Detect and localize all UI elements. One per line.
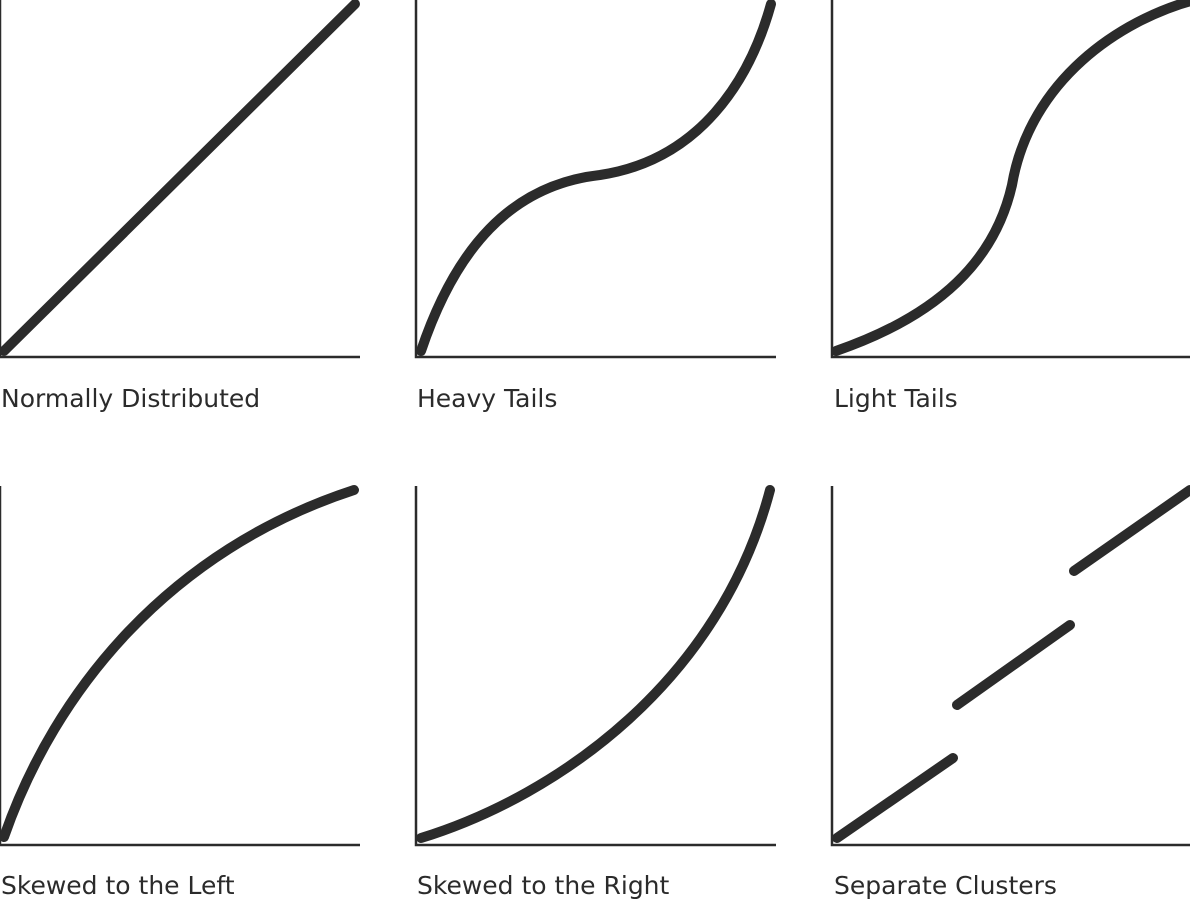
panel-6-segment-1 (832, 753, 958, 843)
panel-3-curve (831, 0, 1199, 356)
caption-light-tails: Light Tails (834, 384, 958, 413)
caption-skewed-to-the-right: Skewed to the Right (417, 871, 670, 900)
panel-separate-clusters (830, 485, 1195, 847)
panel-light-tails (830, 0, 1199, 359)
panel-4-axes (0, 486, 360, 847)
panel-2-axes (414, 0, 776, 359)
panel-normally-distributed (0, 0, 360, 359)
panel-skewed-left (0, 485, 360, 847)
panel-3-axes (830, 0, 1192, 359)
panel-6-segment-3 (1069, 485, 1195, 576)
panel-4-curve (0, 485, 359, 842)
right-edge-mask (1190, 0, 1204, 908)
panel-6-segment-2 (952, 620, 1075, 710)
caption-heavy-tails: Heavy Tails (417, 384, 558, 413)
panel-5-curve (416, 485, 775, 843)
caption-separate-clusters: Separate Clusters (834, 871, 1057, 900)
panel-skewed-right (414, 485, 776, 847)
caption-normally-distributed: Normally Distributed (1, 384, 261, 413)
panel-5-axes (414, 486, 776, 847)
panel-1-axes (0, 0, 360, 359)
panel-6-axes (830, 486, 1192, 847)
caption-skewed-to-the-left: Skewed to the Left (1, 871, 235, 900)
panel-1-curve (0, 0, 360, 356)
panel-heavy-tails (414, 0, 776, 359)
panel-2-curve (416, 0, 776, 356)
